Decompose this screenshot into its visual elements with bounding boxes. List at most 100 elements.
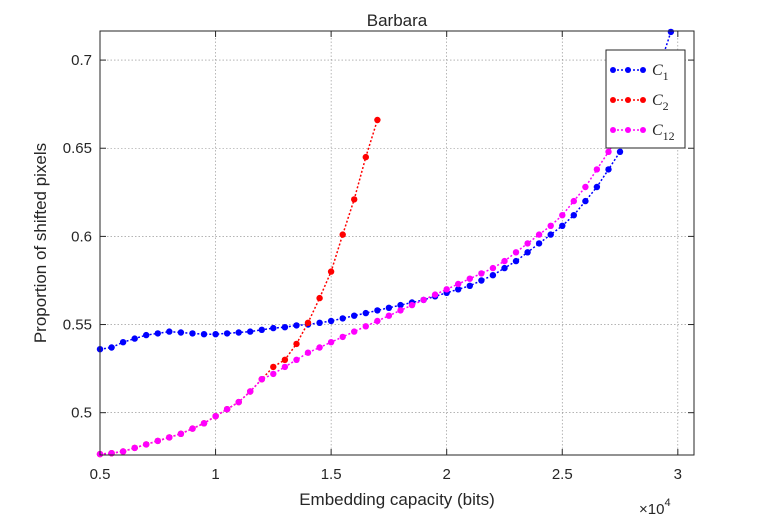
- data-point: [293, 322, 300, 329]
- legend-marker: [640, 67, 646, 73]
- data-point: [327, 268, 335, 275]
- data-point: [667, 28, 675, 36]
- data-point: [524, 249, 531, 256]
- data-point: [119, 339, 127, 346]
- data-point: [478, 270, 485, 277]
- legend-marker: [610, 97, 616, 103]
- data-point: [605, 166, 612, 173]
- data-point: [281, 363, 289, 371]
- data-point: [570, 212, 577, 219]
- x-axis-label: Embedding capacity (bits): [299, 490, 495, 509]
- legend-marker: [625, 127, 631, 133]
- data-point: [247, 388, 254, 395]
- data-point: [143, 441, 150, 448]
- legend-marker: [640, 97, 646, 103]
- data-point: [489, 272, 497, 279]
- data-point: [108, 344, 115, 351]
- data-point: [212, 413, 219, 420]
- y-tick-label: 0.55: [63, 317, 92, 334]
- data-point: [524, 240, 531, 247]
- axes-box: [99, 30, 695, 456]
- data-point: [593, 183, 601, 191]
- data-point: [327, 339, 335, 346]
- data-point: [235, 398, 242, 406]
- data-point: [177, 329, 185, 336]
- data-point: [455, 280, 462, 288]
- data-point: [281, 356, 289, 363]
- data-point: [143, 331, 150, 339]
- data-point: [397, 301, 404, 309]
- data-point: [512, 257, 520, 265]
- data-point: [385, 304, 393, 311]
- data-point: [316, 319, 323, 326]
- data-point: [131, 444, 138, 452]
- legend-marker: [640, 127, 646, 133]
- data-point: [501, 257, 508, 265]
- data-point: [200, 420, 208, 427]
- data-point: [547, 222, 554, 229]
- legend-item: C12: [610, 122, 675, 143]
- data-point: [119, 448, 127, 455]
- legend: C1 C2 C12: [605, 49, 686, 149]
- data-point: [374, 116, 381, 124]
- y-tick-label: 0.7: [71, 52, 92, 69]
- data-point: [177, 430, 185, 437]
- legend-label: C12: [652, 122, 675, 143]
- ticks: 0.5 1 1.5 2 2.5 3 0.5 0.55 0.6 0.65 0.7: [63, 31, 694, 483]
- legend-item: C2: [610, 92, 669, 113]
- data-point: [547, 231, 554, 238]
- data-point: [397, 307, 404, 314]
- plot-area: [100, 31, 694, 455]
- data-point: [270, 363, 277, 371]
- data-point: [293, 340, 300, 348]
- data-point: [535, 240, 543, 247]
- x-tick-label: 0.5: [90, 466, 111, 483]
- data-point: [351, 196, 358, 203]
- data-point: [327, 317, 335, 325]
- series-layer: [96, 28, 675, 458]
- x-tick-label: 2: [443, 466, 451, 483]
- y-axis-label: Proportion of shifted pixels: [31, 143, 50, 343]
- data-point: [443, 286, 450, 293]
- data-point: [351, 312, 358, 319]
- chart-title: Barbara: [367, 11, 428, 30]
- data-point: [559, 222, 566, 229]
- y-tick-label: 0.5: [71, 405, 92, 422]
- data-point: [189, 330, 196, 337]
- data-point: [212, 331, 219, 338]
- data-point: [166, 434, 173, 441]
- data-point: [304, 319, 312, 326]
- data-point: [166, 328, 173, 335]
- data-point: [154, 330, 161, 337]
- data-point: [535, 231, 543, 238]
- data-point: [223, 406, 231, 413]
- data-point: [293, 356, 300, 363]
- x-tick-label: 1.5: [321, 466, 342, 483]
- data-point: [374, 317, 381, 325]
- data-point: [339, 231, 346, 238]
- data-point: [362, 153, 369, 161]
- data-point: [362, 323, 369, 330]
- y-tick-label: 0.6: [71, 228, 92, 245]
- data-point: [385, 312, 393, 319]
- data-point: [455, 286, 462, 293]
- data-point: [605, 148, 612, 155]
- data-point: [374, 307, 381, 314]
- legend-item: C1: [610, 62, 669, 83]
- legend-marker: [610, 127, 616, 133]
- data-point: [304, 349, 312, 356]
- data-point: [131, 335, 138, 342]
- data-point: [408, 301, 416, 309]
- data-point: [466, 282, 473, 289]
- data-point: [489, 264, 497, 272]
- legend-label: C2: [652, 92, 669, 113]
- data-point: [420, 296, 427, 304]
- data-point: [582, 183, 589, 191]
- data-point: [582, 197, 589, 205]
- data-point: [316, 294, 323, 302]
- data-point: [362, 309, 369, 317]
- legend-marker: [625, 67, 631, 73]
- data-point: [351, 328, 358, 335]
- data-point: [270, 324, 277, 332]
